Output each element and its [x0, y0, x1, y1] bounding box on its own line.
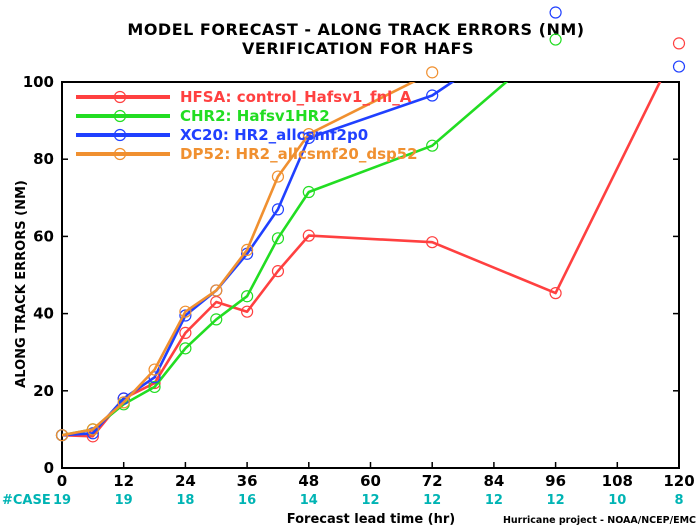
y-tick-label: 100: [23, 73, 54, 91]
case-count: 12: [361, 493, 379, 508]
x-tick-label: 120: [663, 472, 694, 490]
case-count: 19: [115, 493, 133, 508]
data-point: [55, 429, 69, 442]
data-point: [148, 363, 161, 376]
legend-marker: [113, 109, 127, 123]
series-line: [62, 82, 416, 437]
data-point: [271, 265, 285, 278]
legend-label: DP52: HR2_allcsmf20_dsp52: [180, 145, 418, 163]
data-point: [302, 229, 315, 242]
data-point: [179, 326, 192, 339]
data-point: [86, 423, 99, 436]
legend-marker: [113, 128, 127, 142]
chart-title: MODEL FORECAST - ALONG TRACK ERRORS (NM): [127, 20, 584, 39]
case-count-row: #CASE 19 19 18 16 14 12 12 12 12 10 8: [2, 493, 684, 508]
data-point: [179, 309, 192, 322]
case-count: 10: [608, 493, 626, 508]
x-tick-label: 48: [298, 472, 319, 490]
data-point: [302, 131, 315, 145]
data-point: [271, 232, 285, 245]
x-tick-label: 0: [57, 472, 67, 490]
chart-subtitle: VERIFICATION FOR HAFS: [242, 39, 474, 58]
x-tick-label: 84: [483, 472, 504, 490]
x-tick-label: 12: [113, 472, 134, 490]
data-point: [179, 305, 192, 318]
legend-marker: [113, 147, 127, 161]
legend-label: CHR2: Hafsv1HR2: [180, 107, 330, 125]
data-point: [302, 128, 315, 141]
data-point: [302, 185, 315, 199]
y-tick-label: 0: [44, 459, 54, 477]
y-axis-label: ALONG TRACK ERRORS (NM): [14, 180, 29, 388]
y-tick-label: 20: [33, 382, 54, 400]
data-point: [672, 37, 686, 50]
legend-label: XC20: HR2_allcsmf2p0: [180, 126, 368, 144]
data-point: [549, 287, 562, 300]
case-label: #CASE: [2, 493, 51, 508]
y-tick-label: 40: [33, 305, 54, 323]
case-count: 19: [53, 493, 71, 508]
x-tick-label: 108: [602, 472, 633, 490]
data-point: [672, 60, 686, 73]
data-point: [271, 170, 285, 183]
data-point: [148, 380, 161, 394]
y-axis-ticks: 0 20 40 60 80 100: [23, 73, 679, 477]
data-point: [179, 342, 192, 355]
data-point: [426, 236, 439, 249]
case-count: 12: [547, 493, 565, 508]
case-count: 8: [674, 493, 683, 508]
legend-label: HFSA: control_Hafsv1_fnl_A: [180, 88, 412, 106]
series-layer: [55, 6, 686, 443]
y-tick-label: 60: [33, 227, 54, 245]
data-point: [241, 305, 254, 318]
data-point: [426, 139, 439, 152]
data-point: [117, 396, 130, 409]
data-point: [426, 89, 439, 102]
data-point: [426, 66, 439, 79]
x-axis-label: Forecast lead time (hr): [287, 512, 455, 527]
data-point: [241, 290, 254, 303]
x-axis-ticks: 0 12 24 36 48 60 72 84 96 108 120: [57, 462, 695, 490]
case-count: 12: [485, 493, 503, 508]
case-count: 18: [176, 493, 194, 508]
case-count: 16: [238, 493, 256, 508]
legend-marker: [113, 90, 127, 104]
y-tick-label: 80: [33, 150, 54, 168]
x-tick-label: 72: [422, 472, 443, 490]
x-tick-label: 60: [360, 472, 381, 490]
x-tick-label: 96: [545, 472, 566, 490]
case-count: 14: [300, 493, 318, 508]
data-point: [271, 203, 285, 216]
x-tick-label: 24: [175, 472, 196, 490]
x-tick-label: 36: [237, 472, 258, 490]
data-point: [86, 430, 99, 443]
data-point: [210, 313, 223, 326]
data-point: [549, 33, 562, 46]
credit-text: Hurricane project - NOAA/NCEP/EMC: [503, 515, 696, 526]
data-point: [241, 243, 254, 257]
data-point: [210, 284, 223, 297]
case-count: 12: [423, 493, 441, 508]
data-point: [549, 6, 562, 19]
plot-frame: [61, 81, 680, 469]
